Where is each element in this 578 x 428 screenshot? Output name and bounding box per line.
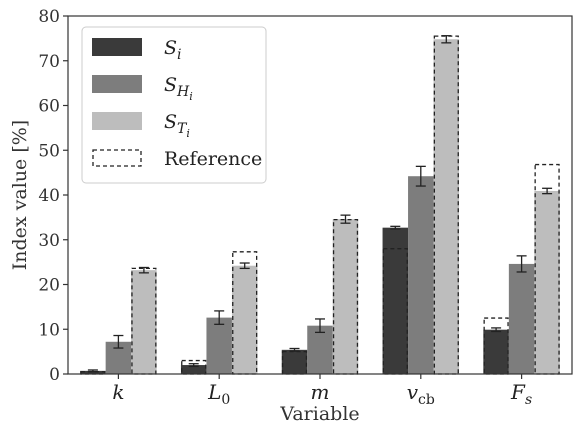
x-tick-label: m (311, 380, 330, 404)
x-tick-label: vcb (407, 380, 435, 408)
bar-2-3 (307, 325, 333, 374)
error-bar-1-4 (390, 225, 401, 230)
error-bar-3-3 (340, 214, 351, 224)
legend-box (81, 26, 267, 184)
x-tick-label: Fs (510, 380, 532, 408)
legend-label-reference: Reference (164, 148, 262, 170)
reference-box-3-2 (232, 251, 258, 375)
error-bar-3-5 (542, 187, 553, 195)
error-bar-1-2 (188, 363, 199, 368)
bar-2-2 (206, 317, 232, 374)
bar-1-4 (382, 227, 409, 374)
error-bar-1-3 (289, 347, 300, 352)
y-tick-label: 60 (38, 97, 60, 117)
y-tick-label: 40 (38, 186, 60, 206)
y-tick-label: 80 (38, 7, 60, 27)
bar-3-1 (131, 270, 157, 374)
y-tick-label: 50 (38, 141, 60, 161)
x-axis-title: Variable (279, 403, 359, 425)
bar-3-2 (231, 265, 258, 374)
y-tick-label: 70 (38, 52, 60, 72)
bar-1-5 (483, 329, 509, 374)
y-tick-label: 0 (49, 365, 60, 385)
legend-swatch-2 (92, 75, 142, 93)
error-bar-3-2 (239, 262, 250, 270)
bar-2-4 (408, 176, 434, 374)
bar-3-5 (534, 190, 560, 374)
bar-1-2 (180, 365, 207, 374)
bar-1-3 (281, 349, 308, 374)
y-axis-title: Index value [%] (9, 120, 31, 270)
x-tick-label: k (112, 380, 124, 404)
error-bar-3-4 (441, 35, 452, 44)
error-bar-2-5 (516, 255, 527, 273)
legend-swatch-reference (92, 149, 142, 167)
error-bar-2-1 (113, 334, 124, 349)
error-bar-1-1 (87, 369, 98, 373)
bar-3-3 (332, 219, 359, 374)
error-bar-1-5 (491, 327, 502, 333)
error-bar-2-2 (214, 310, 225, 325)
y-tick-label: 20 (38, 276, 60, 296)
error-bar-3-1 (138, 266, 149, 274)
legend-swatch-1 (92, 38, 142, 56)
bar-2-5 (508, 263, 535, 374)
x-tick-label: L0 (207, 380, 230, 408)
error-bar-2-4 (415, 165, 426, 187)
bar-3-4 (433, 39, 460, 375)
y-tick-label: 10 (38, 320, 60, 340)
legend-swatch-3 (92, 112, 142, 130)
error-bar-2-3 (315, 318, 325, 334)
y-tick-label: 30 (38, 231, 60, 251)
bar-1-1 (80, 370, 106, 374)
